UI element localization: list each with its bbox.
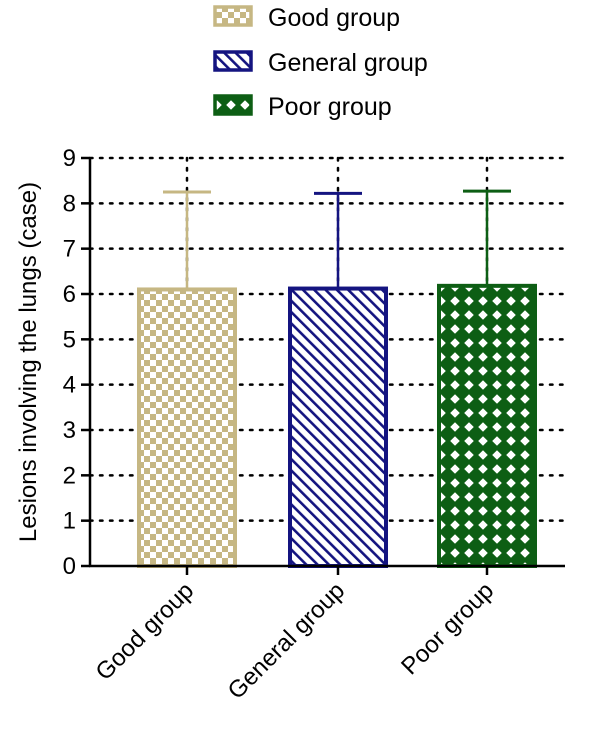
bar-poor-group	[437, 283, 537, 568]
axes	[81, 156, 565, 575]
x-category-label-3: Poor group	[396, 577, 499, 680]
bar-good-group	[137, 287, 237, 568]
legend-swatch-3	[213, 94, 253, 116]
x-category-label-2: General group	[223, 577, 351, 705]
y-tick-label-1: 1	[63, 508, 76, 535]
y-tick-label-3: 3	[63, 417, 76, 444]
y-tick-label-8: 8	[63, 190, 76, 217]
y-tick-label-4: 4	[63, 372, 76, 399]
legend-swatch-1	[213, 5, 253, 27]
y-axis-title: Lesions involving the lungs (case)	[15, 182, 42, 542]
error-bars	[163, 189, 511, 290]
legend: Good group General group Poor group	[213, 4, 428, 121]
bar-general-group	[288, 286, 388, 568]
y-tick-label-5: 5	[63, 326, 76, 353]
legend-label-1: Good group	[268, 4, 400, 32]
legend-swatch-2	[213, 50, 253, 72]
y-tick-label-6: 6	[63, 281, 76, 308]
y-tick-label-2: 2	[63, 462, 76, 489]
legend-label-3: Poor group	[268, 93, 392, 121]
y-tick-label-9: 9	[63, 145, 76, 172]
y-tick-label-7: 7	[63, 236, 76, 263]
y-tick-labels: 0 1 2 3 4 5 6 7 8 9	[63, 145, 76, 580]
x-category-labels: Good group General group Poor group	[91, 577, 500, 705]
legend-label-2: General group	[268, 49, 428, 77]
bars	[137, 283, 537, 568]
y-tick-label-0: 0	[63, 553, 76, 580]
x-category-label-1: Good group	[91, 577, 200, 686]
